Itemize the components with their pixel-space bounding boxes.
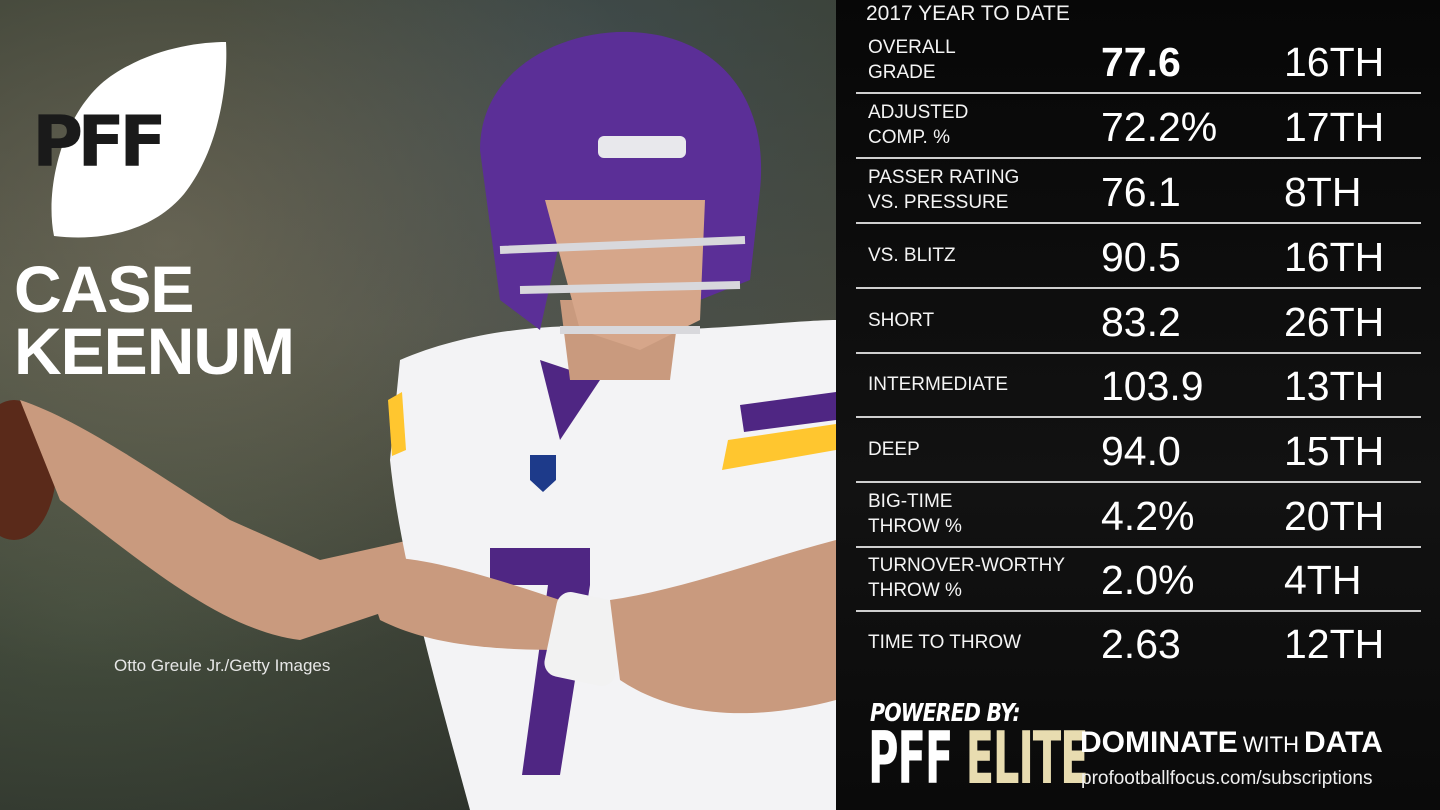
stat-rank: 16TH <box>1284 234 1385 280</box>
elite-logo-pff: PFF <box>868 716 953 800</box>
pff-elite-logo[interactable]: PFF ELITE <box>868 722 1089 794</box>
player-first-name: CASE <box>14 252 194 326</box>
stat-rank: 17TH <box>1284 104 1385 150</box>
player-name: CASE KEENUM <box>14 252 295 388</box>
stat-rank: 4TH <box>1284 557 1362 603</box>
stat-label: TIME TO THROW <box>868 631 1022 653</box>
stat-label: DEEP <box>868 438 920 460</box>
stat-row-time-to-throw: TIME TO THROW 2.63 12TH <box>856 610 1421 674</box>
stat-value: 77.6 <box>1101 39 1181 85</box>
stat-value: 103.9 <box>1101 363 1204 409</box>
off-hand <box>360 557 560 650</box>
stat-row-adjusted-comp: ADJUSTED COMP. % 72.2% 17TH <box>856 93 1421 159</box>
stat-row-deep: DEEP 94.0 15TH <box>856 417 1421 483</box>
stat-label: ADJUSTED COMP. % <box>868 102 969 148</box>
stat-value: 90.5 <box>1101 234 1181 280</box>
stat-value: 2.63 <box>1101 621 1181 667</box>
stat-label: PASSER RATING VS. PRESSURE <box>868 167 1020 213</box>
throwing-arm <box>20 400 420 640</box>
facemask <box>499 236 746 334</box>
stats-title: 2017 YEAR TO DATE <box>866 2 1070 25</box>
stat-row-big-time-throw: BIG-TIME THROW % 4.2% 20TH <box>856 482 1421 548</box>
stat-row-short: SHORT 83.2 26TH <box>856 288 1421 354</box>
pff-logo: PFF <box>24 36 230 242</box>
stat-rank: 15TH <box>1284 428 1385 474</box>
stat-rank: 8TH <box>1284 169 1362 215</box>
stat-row-turnover-worthy-throw: TURNOVER-WORTHY THROW % 2.0% 4TH <box>856 546 1421 612</box>
tagline-with: WITH <box>1242 732 1299 757</box>
powered-by-label: POWERED BY: <box>870 698 1021 727</box>
stat-rank: 12TH <box>1284 621 1385 667</box>
player-photo: PFF CASE KEENUM Otto Greule Jr./Getty Im… <box>0 0 836 810</box>
stat-label: VS. BLITZ <box>868 244 956 266</box>
stat-value: 4.2% <box>1101 493 1195 539</box>
stat-rank: 26TH <box>1284 299 1385 345</box>
wristband <box>544 592 628 686</box>
stats-panel: 2017 YEAR TO DATE OVERALL GRADE 77.6 16T… <box>836 0 1440 810</box>
helmet <box>480 31 762 331</box>
stat-row-intermediate: INTERMEDIATE 103.9 13TH <box>856 352 1421 418</box>
nfl-shield-icon <box>530 455 556 492</box>
quarterback-illustration <box>0 31 836 810</box>
elite-logo-word: ELITE <box>965 716 1089 800</box>
stat-label: BIG-TIME THROW % <box>868 491 962 537</box>
player-last-name: KEENUM <box>14 314 295 388</box>
stat-rank: 13TH <box>1284 363 1385 409</box>
tagline-data: DATA <box>1303 726 1383 759</box>
stat-label: SHORT <box>868 309 935 331</box>
stat-row-overall-grade: OVERALL GRADE 77.6 16TH <box>856 28 1421 94</box>
stat-value: 76.1 <box>1101 169 1181 215</box>
stat-label: INTERMEDIATE <box>868 373 1009 395</box>
stat-value: 83.2 <box>1101 299 1181 345</box>
stat-label: TURNOVER-WORTHY THROW % <box>868 555 1066 601</box>
stat-value: 72.2% <box>1101 104 1218 150</box>
pff-logo-text: PFF <box>32 101 161 183</box>
stat-value: 94.0 <box>1101 428 1181 474</box>
photo-credit: Otto Greule Jr./Getty Images <box>114 656 331 675</box>
stat-label: OVERALL GRADE <box>868 37 956 83</box>
stat-row-passer-rating-pressure: PASSER RATING VS. PRESSURE 76.1 8TH <box>856 158 1421 224</box>
stat-value: 2.0% <box>1101 557 1195 603</box>
subscriptions-link[interactable]: profootballfocus.com/subscriptions <box>1081 768 1373 789</box>
stat-rank: 20TH <box>1284 493 1385 539</box>
tagline-dominate: DOMINATE <box>1080 726 1238 759</box>
stat-rank: 16TH <box>1284 39 1385 85</box>
stat-row-vs-blitz: VS. BLITZ 90.5 16TH <box>856 223 1421 289</box>
dominate-with-data-tagline: DOMINATE WITH DATA <box>1080 726 1383 760</box>
